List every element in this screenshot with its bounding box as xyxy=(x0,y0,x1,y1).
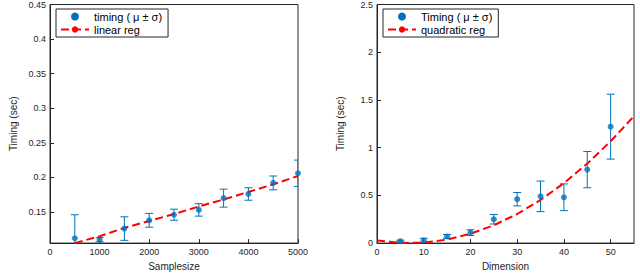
svg-text:0.25: 0.25 xyxy=(28,138,46,148)
svg-text:Timing (sec): Timing (sec) xyxy=(335,96,346,151)
svg-text:timing ( μ ± σ): timing ( μ ± σ) xyxy=(94,11,162,23)
svg-text:Dimension: Dimension xyxy=(482,261,529,272)
svg-text:5000: 5000 xyxy=(288,247,308,257)
svg-text:0.35: 0.35 xyxy=(28,69,46,79)
svg-text:linear reg: linear reg xyxy=(94,24,140,36)
svg-text:20: 20 xyxy=(465,247,475,257)
svg-text:2.5: 2.5 xyxy=(360,0,373,10)
svg-text:0.45: 0.45 xyxy=(28,0,46,10)
svg-text:50: 50 xyxy=(606,247,616,257)
svg-text:0: 0 xyxy=(374,247,379,257)
svg-text:1000: 1000 xyxy=(90,247,110,257)
svg-text:Timing (sec): Timing (sec) xyxy=(8,96,19,151)
svg-text:4000: 4000 xyxy=(238,247,258,257)
svg-text:0.5: 0.5 xyxy=(360,190,373,200)
svg-text:40: 40 xyxy=(559,247,569,257)
svg-text:Samplesize: Samplesize xyxy=(148,261,200,272)
svg-text:0.3: 0.3 xyxy=(33,103,46,113)
svg-text:0: 0 xyxy=(368,238,373,248)
svg-text:Timing ( μ ± σ): Timing ( μ ± σ) xyxy=(421,11,492,23)
svg-text:0.4: 0.4 xyxy=(33,34,46,44)
svg-text:1.5: 1.5 xyxy=(360,95,373,105)
svg-text:0.2: 0.2 xyxy=(33,172,46,182)
svg-text:2: 2 xyxy=(368,47,373,57)
svg-text:quadratic reg: quadratic reg xyxy=(421,24,485,36)
svg-text:30: 30 xyxy=(512,247,522,257)
svg-text:3000: 3000 xyxy=(189,247,209,257)
svg-text:10: 10 xyxy=(419,247,429,257)
svg-text:1: 1 xyxy=(368,143,373,153)
svg-text:2000: 2000 xyxy=(139,247,159,257)
svg-text:0: 0 xyxy=(47,247,52,257)
svg-text:0.15: 0.15 xyxy=(28,207,46,217)
